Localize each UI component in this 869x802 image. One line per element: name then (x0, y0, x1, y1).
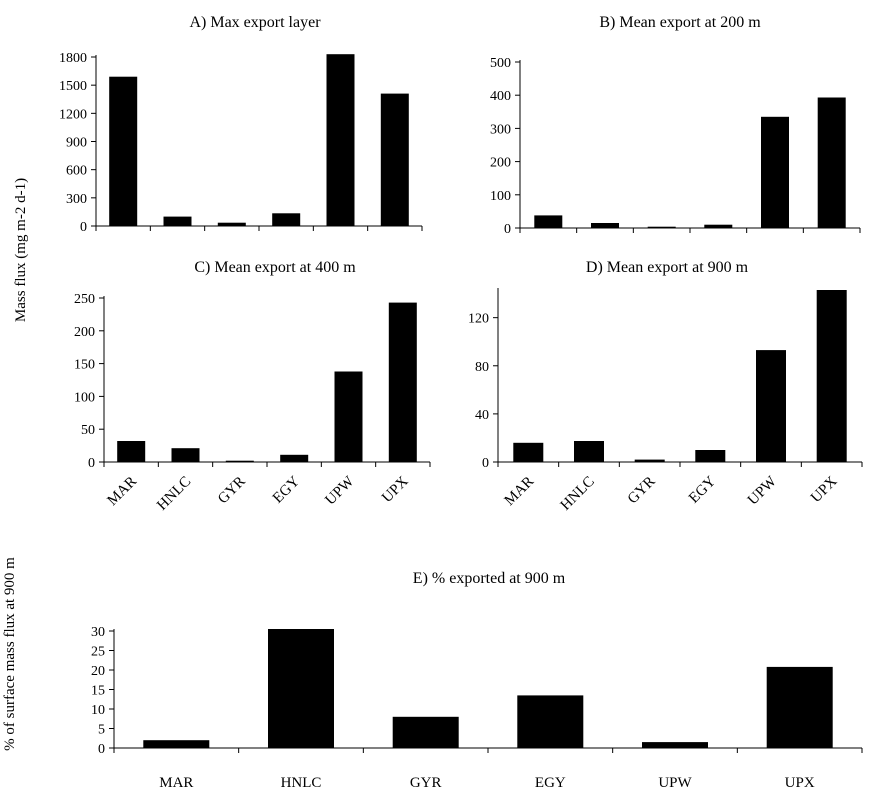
bar-upx (766, 666, 833, 748)
y-tick-label: 1500 (59, 79, 87, 94)
bar-hnlc (268, 629, 334, 748)
bar-hnlc (574, 441, 604, 462)
bar-gyr (647, 226, 676, 229)
y-tick-label: 0 (482, 456, 489, 471)
x-tick-label-upw: UPW (322, 473, 357, 508)
y-tick-label: 0 (504, 222, 511, 237)
bar-upw (761, 116, 789, 228)
x-tick-label-hnlc: HNLC (281, 775, 322, 791)
x-tick-label-mar: MAR (502, 474, 537, 509)
y-tick-label: 5 (98, 723, 105, 738)
y-tick-label: 250 (74, 292, 95, 307)
x-tick-label-gyr: GYR (215, 474, 249, 508)
x-tick-label-hnlc: HNLC (558, 474, 598, 514)
x-tick-label-hnlc: HNLC (154, 474, 194, 514)
bar-egy (695, 450, 726, 462)
bar-hnlc (163, 216, 192, 226)
x-tick-label-upx: UPX (379, 473, 412, 506)
y-tick-label: 200 (490, 156, 511, 171)
bar-gyr (225, 460, 254, 463)
y-tick-label: 25 (91, 645, 105, 660)
y-tick-label: 30 (91, 625, 105, 640)
x-tick-label-egy: EGY (270, 473, 303, 506)
panel-d: D) Mean export at 900 m 0 40 80 120 MAR HNLC GY… (468, 259, 863, 514)
bar-hnlc (591, 223, 619, 228)
bar-egy (704, 224, 733, 228)
y-tick-label: 100 (74, 390, 95, 405)
bar-egy (517, 695, 584, 748)
y-tick-label: 20 (91, 664, 105, 679)
panel-a: A) Max export layer 0 300 600 900 1200 1500 180… (59, 14, 423, 235)
x-tick-label-upw: UPW (745, 473, 780, 508)
y-axis-label-mass-flux: Mass flux (mg m-2 d-1) (13, 178, 29, 322)
chart-title-e: E) % exported at 900 m (413, 570, 566, 587)
y-tick-label: 300 (66, 192, 87, 207)
x-tick-label-egy: EGY (686, 473, 719, 506)
y-tick-label: 150 (74, 358, 95, 373)
y-tick-label: 200 (74, 325, 95, 340)
y-tick-label: 15 (91, 684, 105, 699)
bar-upw (642, 742, 708, 748)
panel-b: B) Mean export at 200 m 0 100 200 300 400 500 (490, 14, 861, 237)
y-tick-label: 300 (490, 122, 511, 137)
x-tick-label-mar: MAR (159, 775, 193, 791)
bar-upx (388, 302, 417, 462)
y-tick-label: 0 (98, 742, 105, 757)
x-tick-label-upx: UPX (808, 473, 841, 506)
y-tick-label: 600 (66, 164, 87, 179)
bar-egy (280, 454, 309, 462)
y-tick-label: 1800 (59, 51, 87, 66)
bar-egy (272, 213, 301, 226)
bar-upw (326, 54, 355, 227)
bar-gyr (634, 459, 665, 462)
bar-upw (334, 371, 363, 462)
bar-gyr (392, 716, 459, 748)
bar-gyr (217, 222, 246, 226)
bar-hnlc (171, 448, 200, 462)
panel-e: E) % exported at 900 m 0 5 10 15 20 25 30 MAR HNL… (91, 570, 863, 791)
x-tick-label-gyr: GYR (625, 474, 659, 508)
y-tick-label: 80 (475, 360, 489, 375)
panel-c: C) Mean export at 400 m 0 50 100 150 200 250 MA… (74, 259, 431, 514)
y-tick-label: 50 (81, 423, 95, 438)
x-tick-label-upw: UPW (658, 775, 692, 791)
y-tick-label: 500 (490, 56, 511, 71)
y-tick-label: 120 (468, 312, 489, 327)
y-tick-label: 10 (91, 703, 105, 718)
x-tick-label-mar: MAR (105, 474, 140, 509)
y-tick-label: 100 (490, 189, 511, 204)
bar-mar (117, 441, 146, 462)
chart-title-a: A) Max export layer (189, 14, 321, 31)
x-tick-label-upx: UPX (785, 775, 815, 791)
bar-upx (380, 93, 409, 226)
y-tick-label: 0 (88, 456, 95, 471)
bar-upx (817, 97, 846, 228)
bar-upx (816, 290, 847, 462)
bar-mar (109, 76, 138, 226)
y-axis-label-percent-surface: % of surface mass flux at 900 m (2, 557, 18, 751)
x-tick-label-egy: EGY (535, 775, 566, 791)
y-tick-label: 400 (490, 89, 511, 104)
y-tick-label: 40 (475, 408, 489, 423)
y-tick-label: 0 (80, 220, 87, 235)
y-tick-label: 1200 (59, 107, 87, 122)
bar-upw (756, 350, 786, 462)
bar-mar (143, 740, 210, 748)
x-tick-label-gyr: GYR (410, 775, 442, 791)
chart-title-d: D) Mean export at 900 m (586, 259, 749, 276)
bar-mar (534, 215, 563, 228)
chart-title-c: C) Mean export at 400 m (194, 259, 356, 276)
y-tick-label: 900 (66, 136, 87, 151)
bar-mar (513, 442, 544, 462)
chart-title-b: B) Mean export at 200 m (599, 14, 761, 31)
